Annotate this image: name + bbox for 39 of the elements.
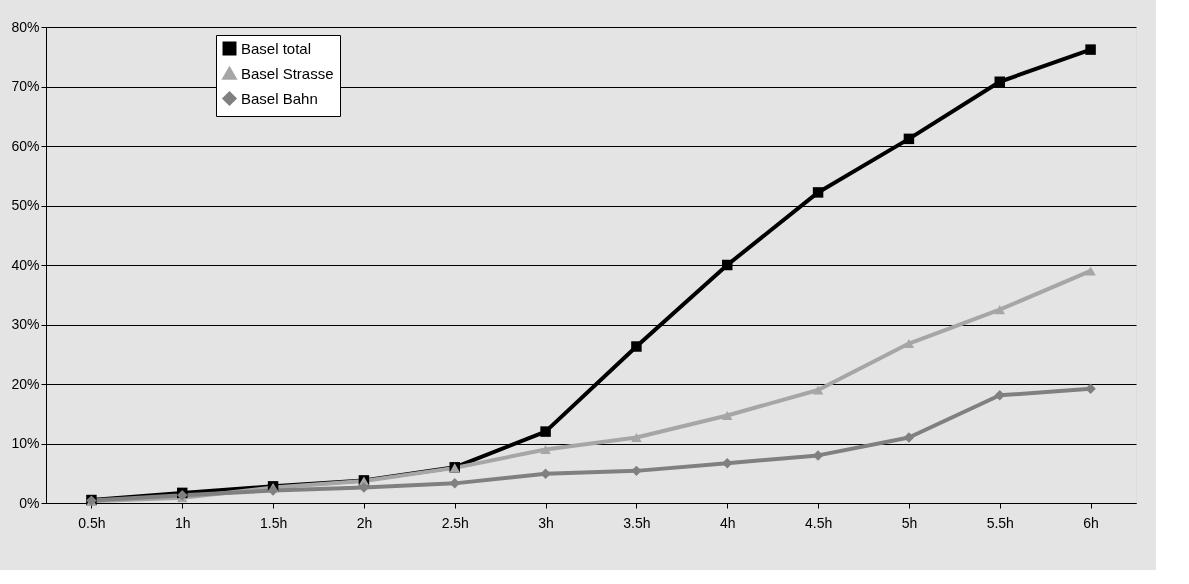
point	[994, 305, 1005, 315]
y-tick-label: 30%	[11, 316, 40, 332]
point	[722, 259, 733, 271]
point	[903, 432, 915, 443]
x-tick-label: 6h	[1083, 514, 1099, 531]
y-tick-label: 10%	[11, 435, 40, 451]
point	[994, 76, 1005, 87]
x-tick-label: 1.5h	[259, 514, 288, 531]
x-tick-label: 5.5h	[986, 514, 1014, 531]
x-tick-label: 2h	[356, 514, 373, 531]
y-tick-label: 0%	[19, 494, 40, 511]
y-tick-label: 20%	[11, 375, 40, 392]
point	[631, 341, 642, 352]
point	[631, 433, 642, 443]
point	[812, 187, 824, 198]
x-tick-label: 0.5h	[78, 514, 106, 531]
point	[540, 444, 551, 454]
y-tick-label: 70%	[11, 78, 40, 94]
y-tick-label: 80%	[11, 18, 40, 35]
x-tick-label: 2.5h	[441, 514, 469, 531]
x-tick-label: 3.5h	[623, 514, 651, 531]
y-tick-label: 50%	[11, 197, 40, 213]
x-tick-label: 4.5h	[804, 514, 833, 531]
y-tick-label: 60%	[11, 137, 40, 154]
point	[722, 410, 733, 421]
point	[1085, 44, 1096, 55]
point	[540, 468, 551, 480]
legend-label: Basel Strasse	[241, 64, 334, 82]
legend-label: Basel Bahn	[241, 89, 318, 107]
point	[1085, 266, 1096, 276]
point	[812, 385, 824, 395]
x-tick-label: 3h	[538, 514, 554, 531]
x-tick-label: 5h	[901, 514, 918, 531]
y-tick-label: 40%	[11, 256, 40, 273]
point	[540, 426, 551, 437]
legend-label: Basel total	[241, 39, 312, 57]
x-tick-label: 4h	[719, 514, 736, 531]
point	[903, 133, 915, 145]
x-tick-label: 1h	[174, 514, 191, 531]
